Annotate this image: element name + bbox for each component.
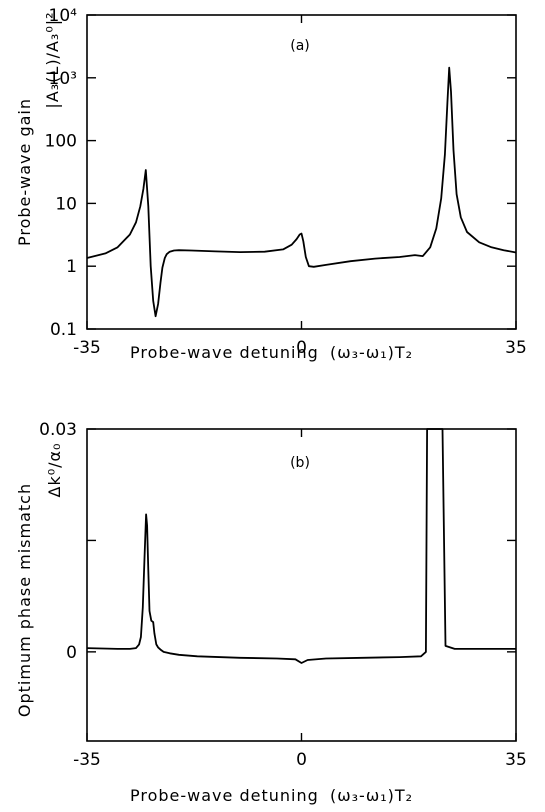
- panel-b-ylabel: Optimum phase mismatch: [15, 483, 34, 717]
- panel-b-mismatch-curve: [86, 428, 516, 664]
- panel-b-label: (b): [290, 455, 310, 471]
- panel-a-ytick-label: 10³: [49, 69, 77, 89]
- panel-a-label: (a): [290, 38, 310, 54]
- panel-b-xtick-label: 0: [296, 750, 307, 770]
- panel-b-ytick-label: 0: [66, 643, 77, 663]
- panel-b-xlabel-math: (ω₃-ω₁)T₂: [330, 786, 413, 805]
- panel-a-xtick-label: -35: [73, 338, 101, 358]
- panel-b-xtick-label: -35: [73, 750, 101, 770]
- panel-b-ticks: -35 0 35 0 0.03: [39, 420, 527, 770]
- panel-b-ytick-label: 0.03: [39, 420, 77, 440]
- panel-b-ylabel-math: Δk⁰/α₀: [45, 443, 64, 498]
- panel-a-ytick-label: 10⁴: [49, 6, 78, 26]
- panel-a-ylabel-math: |A₃(L)/A₃⁰|²: [43, 11, 62, 108]
- panel-a-xlabel: Probe-wave detuning: [130, 343, 319, 362]
- panel-b-xlabel: Probe-wave detuning: [130, 786, 319, 805]
- panel-b: -35 0 35 0 0.03 (b) Probe-wave detuning (ω₃-…: [15, 420, 527, 805]
- panel-a-ytick-label: 10: [55, 194, 77, 214]
- panel-a-ticks: -35 0 35 0.1 1 10 100 10³ 10⁴: [45, 6, 527, 358]
- panel-b-frame: [86, 428, 517, 742]
- panel-a-ytick-label: 100: [45, 132, 77, 152]
- panel-b-xtick-label: 35: [505, 750, 527, 770]
- panel-a-xlabel-math: (ω₃-ω₁)T₂: [330, 343, 413, 362]
- panel-a-ylabel: Probe-wave gain: [15, 98, 34, 246]
- panel-a: -35 0 35 0.1 1 10 100 10³ 10⁴ (a) Probe-wave det…: [15, 6, 527, 362]
- panel-a-xtick-label: 0: [296, 338, 307, 358]
- panel-a-ytick-label: 0.1: [50, 320, 77, 340]
- panel-a-gain-curve: [86, 66, 517, 318]
- panel-a-ytick-label: 1: [66, 257, 77, 277]
- panel-a-xtick-label: 35: [505, 338, 527, 358]
